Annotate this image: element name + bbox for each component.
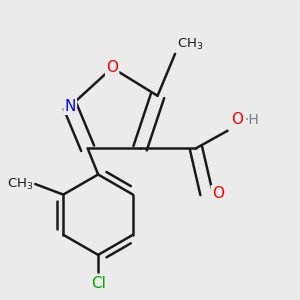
Text: O: O — [106, 60, 118, 75]
Text: O: O — [231, 112, 243, 127]
Text: CH$_3$: CH$_3$ — [177, 37, 203, 52]
Text: Cl: Cl — [91, 276, 106, 291]
Text: O: O — [212, 186, 224, 201]
Text: N: N — [64, 99, 76, 114]
Text: CH$_3$: CH$_3$ — [7, 176, 34, 192]
Text: ·H: ·H — [245, 113, 260, 127]
